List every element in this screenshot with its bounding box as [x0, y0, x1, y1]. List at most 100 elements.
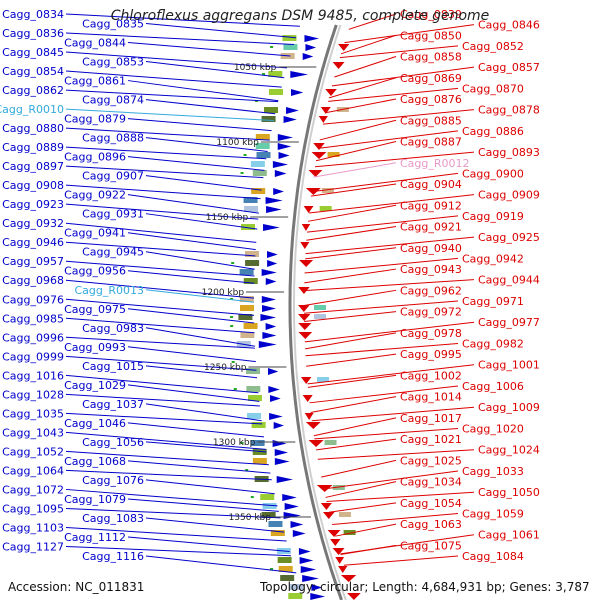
reverse-gene-arrow[interactable]: [299, 260, 314, 267]
left-gene-label[interactable]: Cagg_0874: [82, 94, 144, 107]
right-gene-label[interactable]: Cagg_1025: [400, 454, 462, 467]
forward-gene-arrow[interactable]: [273, 422, 284, 429]
right-gene-label[interactable]: Cagg_0995: [400, 348, 462, 361]
forward-gene-arrow[interactable]: [261, 269, 277, 276]
right-gene-label[interactable]: Cagg_0858: [400, 51, 462, 64]
reverse-gene-arrow[interactable]: [320, 503, 332, 510]
forward-gene-arrow[interactable]: [290, 71, 309, 78]
forward-gene-arrow[interactable]: [269, 413, 283, 420]
forward-gene-arrow[interactable]: [258, 341, 277, 348]
right-gene-label[interactable]: Cagg_0839: [400, 8, 462, 21]
forward-gene-arrow[interactable]: [265, 323, 277, 330]
right-gene-label[interactable]: Cagg_1009: [478, 401, 540, 414]
right-gene-label[interactable]: Cagg_1063: [400, 518, 462, 531]
forward-gene-arrow[interactable]: [276, 476, 293, 483]
reverse-gene-arrow[interactable]: [302, 395, 313, 402]
reverse-gene-arrow[interactable]: [308, 170, 323, 177]
reverse-gene-arrow[interactable]: [313, 143, 325, 150]
right-gene-label[interactable]: Cagg_1033: [462, 465, 524, 478]
reverse-gene-arrow[interactable]: [298, 314, 311, 321]
reverse-gene-arrow[interactable]: [335, 557, 345, 564]
left-gene-label[interactable]: Cagg_1112: [64, 531, 126, 544]
right-gene-label[interactable]: Cagg_0857: [478, 61, 540, 74]
reverse-gene-arrow[interactable]: [320, 107, 331, 114]
right-gene-label[interactable]: Cagg_0962: [400, 284, 462, 297]
right-gene-label[interactable]: Cagg_1034: [400, 476, 462, 489]
forward-gene-arrow[interactable]: [273, 188, 284, 195]
right-gene-label[interactable]: Cagg_0919: [462, 210, 524, 223]
reverse-gene-arrow[interactable]: [318, 116, 328, 123]
forward-gene-arrow[interactable]: [290, 89, 304, 96]
forward-gene-arrow[interactable]: [298, 548, 311, 555]
forward-gene-arrow[interactable]: [268, 368, 279, 375]
left-gene-label[interactable]: Cagg_1035: [2, 407, 64, 420]
right-gene-label[interactable]: Cagg_0972: [400, 306, 462, 319]
left-gene-label[interactable]: Cagg_1064: [2, 464, 64, 477]
forward-gene-arrow[interactable]: [265, 278, 277, 285]
reverse-gene-arrow[interactable]: [300, 242, 310, 249]
left-gene-label[interactable]: Cagg_0897: [2, 160, 64, 173]
left-gene-label[interactable]: Cagg_1052: [2, 445, 64, 458]
forward-gene-arrow[interactable]: [269, 395, 281, 402]
forward-gene-arrow[interactable]: [265, 197, 283, 204]
left-gene-label[interactable]: Cagg_R0013: [74, 284, 144, 297]
left-gene-label[interactable]: Cagg_1029: [64, 379, 126, 392]
forward-gene-arrow[interactable]: [283, 512, 301, 519]
left-gene-label[interactable]: Cagg_0923: [2, 198, 64, 211]
forward-gene-arrow[interactable]: [274, 449, 288, 456]
right-gene-label[interactable]: Cagg_0943: [400, 263, 462, 276]
right-gene-label[interactable]: Cagg_1050: [478, 486, 540, 499]
forward-gene-arrow[interactable]: [272, 161, 288, 168]
right-gene-label[interactable]: Cagg_0977: [478, 316, 540, 329]
right-gene-label[interactable]: Cagg_0944: [478, 274, 540, 287]
reverse-gene-arrow[interactable]: [304, 413, 314, 420]
reverse-gene-arrow[interactable]: [330, 539, 341, 546]
left-gene-label[interactable]: Cagg_1056: [82, 436, 144, 449]
forward-gene-arrow[interactable]: [286, 107, 299, 114]
left-gene-label[interactable]: Cagg_0945: [82, 246, 144, 259]
right-gene-label[interactable]: Cagg_1059: [462, 507, 524, 520]
left-gene-label[interactable]: Cagg_0993: [64, 341, 126, 354]
forward-gene-arrow[interactable]: [277, 143, 292, 150]
right-gene-label[interactable]: Cagg_0887: [400, 136, 462, 149]
right-gene-label[interactable]: Cagg_1024: [478, 444, 540, 457]
left-gene-label[interactable]: Cagg_0922: [64, 189, 126, 202]
forward-gene-arrow[interactable]: [260, 314, 277, 321]
right-gene-label[interactable]: Cagg_1001: [478, 359, 540, 372]
left-gene-label[interactable]: Cagg_1116: [82, 550, 144, 563]
left-gene-label[interactable]: Cagg_0879: [64, 113, 126, 126]
left-gene-label[interactable]: Cagg_1068: [64, 455, 126, 468]
forward-gene-arrow[interactable]: [300, 566, 317, 573]
left-gene-label[interactable]: Cagg_0835: [82, 18, 144, 31]
right-gene-label[interactable]: Cagg_0850: [400, 29, 462, 42]
right-gene-label[interactable]: Cagg_1021: [400, 433, 462, 446]
forward-gene-arrow[interactable]: [274, 170, 287, 177]
forward-gene-arrow[interactable]: [310, 593, 326, 600]
left-gene-label[interactable]: Cagg_0854: [2, 65, 64, 78]
forward-gene-arrow[interactable]: [304, 35, 319, 42]
left-gene-label[interactable]: Cagg_0836: [2, 27, 64, 40]
forward-gene-arrow[interactable]: [283, 116, 297, 123]
left-gene-label[interactable]: Cagg_1095: [2, 502, 64, 515]
forward-gene-arrow[interactable]: [299, 557, 314, 564]
forward-gene-arrow[interactable]: [311, 584, 322, 591]
reverse-gene-arrow[interactable]: [332, 62, 345, 69]
forward-gene-arrow[interactable]: [302, 575, 319, 582]
left-gene-label[interactable]: Cagg_0946: [2, 236, 64, 249]
left-gene-label[interactable]: Cagg_0908: [2, 179, 64, 192]
right-gene-label[interactable]: Cagg_1054: [400, 497, 462, 510]
reverse-gene-arrow[interactable]: [340, 575, 357, 582]
forward-gene-arrow[interactable]: [278, 152, 290, 159]
reverse-gene-arrow[interactable]: [300, 377, 312, 384]
right-gene-label[interactable]: Cagg_0893: [478, 146, 540, 159]
left-gene-label[interactable]: Cagg_0844: [64, 37, 126, 50]
right-gene-label[interactable]: Cagg_0925: [478, 231, 540, 244]
left-gene-label[interactable]: Cagg_0996: [2, 331, 64, 344]
forward-gene-arrow[interactable]: [290, 521, 304, 528]
right-gene-label[interactable]: Cagg_1006: [462, 380, 524, 393]
left-gene-label[interactable]: Cagg_0888: [82, 132, 144, 145]
reverse-gene-arrow[interactable]: [332, 548, 345, 555]
left-gene-label[interactable]: Cagg_0889: [2, 141, 64, 154]
left-gene-label[interactable]: Cagg_1016: [2, 369, 64, 382]
right-gene-label[interactable]: Cagg_0912: [400, 199, 462, 212]
